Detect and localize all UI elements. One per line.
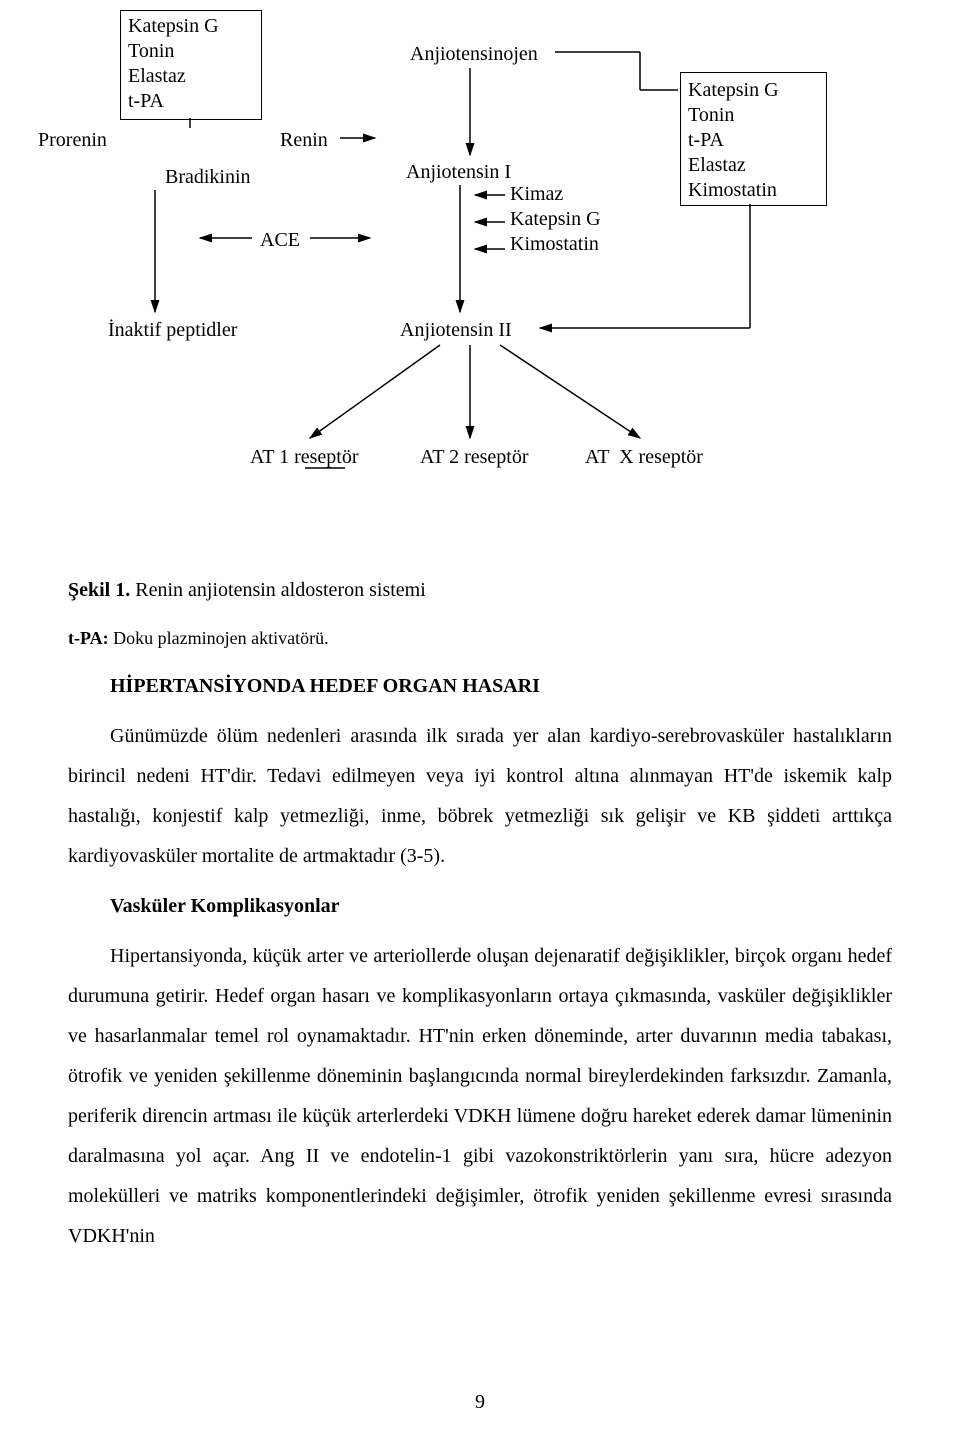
caption2-rest: Doku plazminojen aktivatörü. <box>109 628 329 648</box>
figure-caption-2: t-PA: Doku plazminojen aktivatörü. <box>68 620 892 656</box>
flow-diagram: Katepsin G Tonin Elastaz t-PA Katepsin G… <box>0 0 960 560</box>
page: Katepsin G Tonin Elastaz t-PA Katepsin G… <box>0 0 960 1434</box>
paragraph-2: Hipertansiyonda, küçük arter ve arteriol… <box>68 936 892 1256</box>
page-number: 9 <box>0 1391 960 1414</box>
figure-caption: Şekil 1. Renin anjiotensin aldosteron si… <box>68 570 892 610</box>
caption2-bold: t-PA: <box>68 628 109 648</box>
section1-title: HİPERTANSİYONDA HEDEF ORGAN HASARI <box>68 666 892 706</box>
section2-title: Vasküler Komplikasyonlar <box>68 886 892 926</box>
caption-rest: Renin anjiotensin aldosteron sistemi <box>130 579 426 601</box>
arrows-svg <box>0 0 960 560</box>
paragraph-1: Günümüzde ölüm nedenleri arasında ilk sı… <box>68 716 892 876</box>
caption-bold: Şekil 1. <box>68 579 130 601</box>
body-text: Şekil 1. Renin anjiotensin aldosteron si… <box>68 570 892 1266</box>
